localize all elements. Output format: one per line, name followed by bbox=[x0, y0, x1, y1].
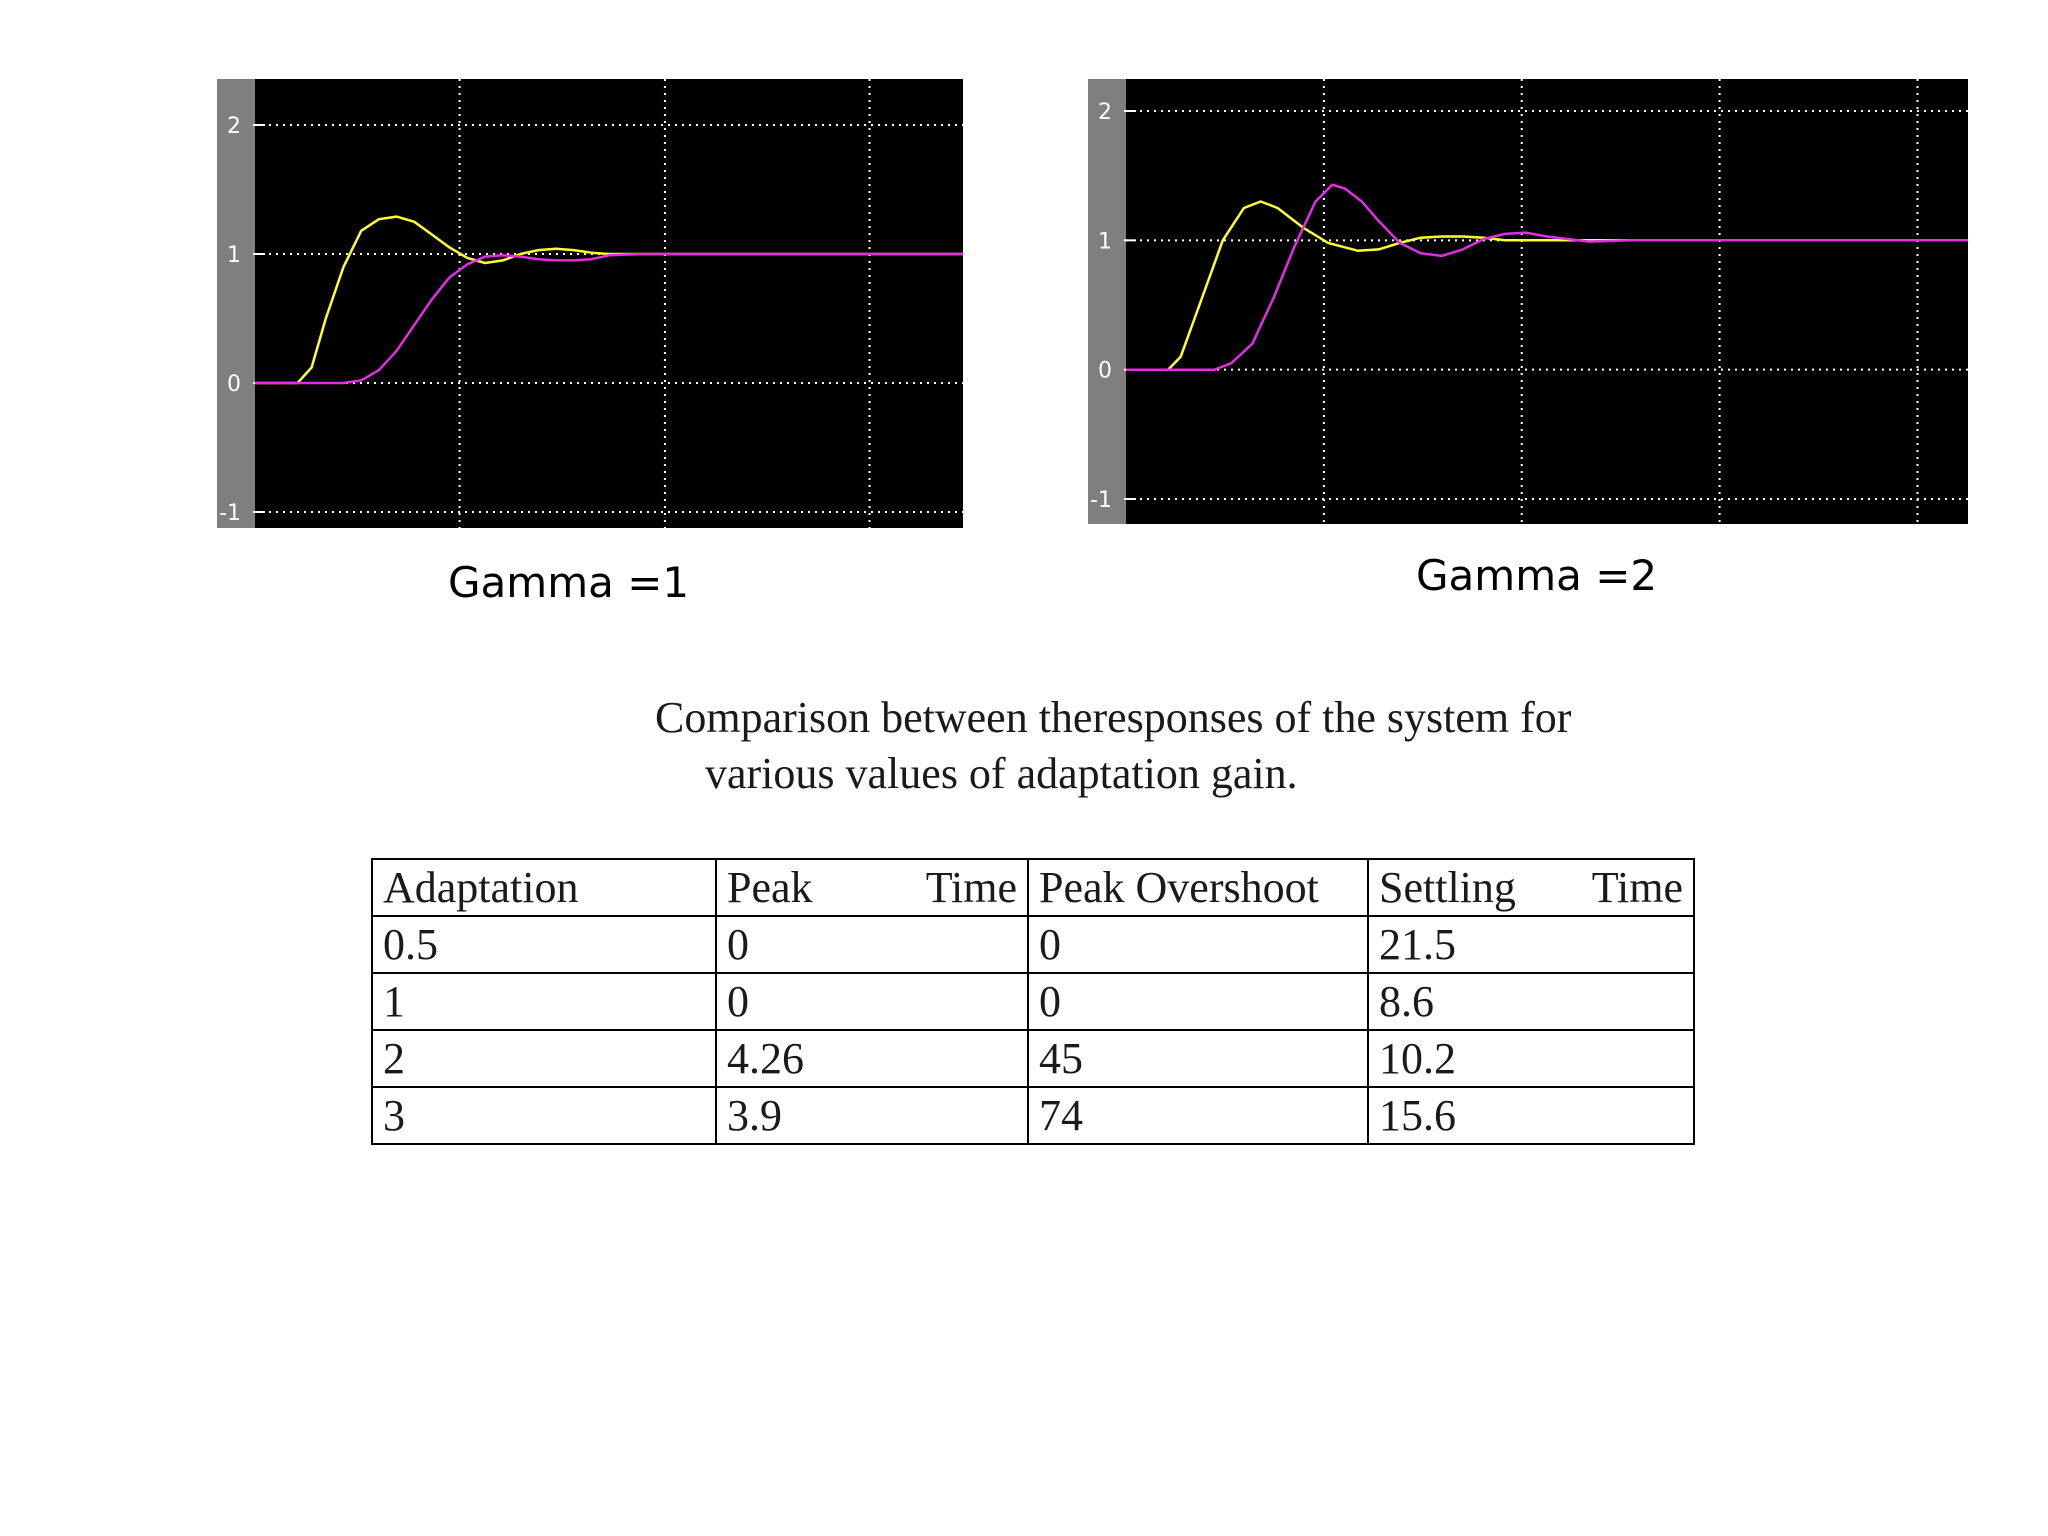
cell-peak-time: 4.26 bbox=[715, 1029, 1029, 1088]
header-peak: Peak bbox=[727, 863, 813, 912]
scope-plot-svg: 2 1 0 -1 bbox=[217, 79, 963, 528]
cell-settling-time: 10.2 bbox=[1367, 1029, 1695, 1088]
y-tick-label: 1 bbox=[227, 243, 241, 268]
cell-peak-time: 0 bbox=[715, 972, 1029, 1031]
scope-chart-gamma-2: 2 1 0 -1 bbox=[1088, 79, 1968, 524]
header-settling-time: Settling Time bbox=[1367, 858, 1695, 917]
chart-caption-gamma-1: Gamma =1 bbox=[448, 558, 690, 607]
cell-adaptation: 2 bbox=[371, 1029, 717, 1088]
header-adaptation: Adaptation bbox=[371, 858, 717, 917]
header-settling: Settling bbox=[1379, 863, 1516, 912]
header-peak-overshoot: Peak Overshoot bbox=[1027, 858, 1369, 917]
results-table: Adaptation Peak Time Peak Overshoot Settl… bbox=[371, 858, 1695, 1145]
cell-adaptation: 3 bbox=[371, 1086, 717, 1145]
cell-peak-time: 0 bbox=[715, 915, 1029, 974]
scope-plot-svg: 2 1 0 -1 bbox=[1088, 79, 1968, 524]
y-tick-label: 2 bbox=[227, 114, 241, 139]
table-title-line1: Comparison between theresponses of the s… bbox=[655, 693, 1572, 742]
table-title: Comparison between theresponses of the s… bbox=[655, 690, 1571, 802]
y-tick-label: 2 bbox=[1098, 100, 1112, 125]
scope-chart-gamma-1: 2 1 0 -1 bbox=[217, 79, 963, 528]
table-row: 0.5 0 0 21.5 bbox=[371, 915, 1695, 974]
cell-adaptation: 0.5 bbox=[371, 915, 717, 974]
cell-peak-overshoot: 45 bbox=[1027, 1029, 1369, 1088]
y-axis-strip bbox=[1088, 79, 1126, 524]
series-line-1 bbox=[255, 215, 963, 385]
cell-settling-time: 8.6 bbox=[1367, 972, 1695, 1031]
cell-peak-overshoot: 0 bbox=[1027, 915, 1369, 974]
header-time-2: Time bbox=[1591, 863, 1683, 912]
y-tick-label: -1 bbox=[219, 501, 241, 526]
y-tick-label: 0 bbox=[1098, 359, 1112, 384]
table-row: 1 0 0 8.6 bbox=[371, 972, 1695, 1031]
cell-settling-time: 21.5 bbox=[1367, 915, 1695, 974]
chart-caption-gamma-2: Gamma =2 bbox=[1416, 551, 1658, 600]
series-line-2 bbox=[255, 252, 963, 385]
table-row: 3 3.9 74 15.6 bbox=[371, 1086, 1695, 1145]
header-time: Time bbox=[925, 863, 1017, 912]
cell-peak-overshoot: 74 bbox=[1027, 1086, 1369, 1145]
y-tick-label: 0 bbox=[227, 372, 241, 397]
cell-peak-overshoot: 0 bbox=[1027, 972, 1369, 1031]
y-tick-label: -1 bbox=[1090, 488, 1112, 513]
series-line-2 bbox=[1126, 183, 1968, 371]
cell-adaptation: 1 bbox=[371, 972, 717, 1031]
table-header-row: Adaptation Peak Time Peak Overshoot Settl… bbox=[371, 858, 1695, 917]
series-line-1 bbox=[1126, 200, 1968, 371]
table-row: 2 4.26 45 10.2 bbox=[371, 1029, 1695, 1088]
cell-peak-time: 3.9 bbox=[715, 1086, 1029, 1145]
header-peak-time: Peak Time bbox=[715, 858, 1029, 917]
y-tick-label: 1 bbox=[1098, 229, 1112, 254]
cell-settling-time: 15.6 bbox=[1367, 1086, 1695, 1145]
y-axis-strip bbox=[217, 79, 255, 528]
table-title-line2: various values of adaptation gain. bbox=[705, 749, 1298, 798]
